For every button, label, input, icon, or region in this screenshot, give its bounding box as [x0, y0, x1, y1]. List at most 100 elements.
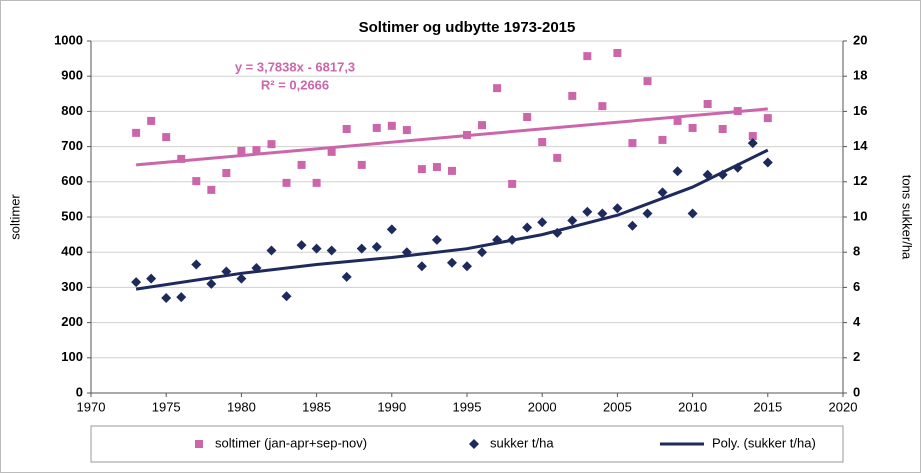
y-tick-label: 600: [61, 173, 83, 188]
point: [658, 135, 667, 144]
y2-axis-label: tons sukker/ha: [900, 175, 915, 260]
point: [252, 146, 261, 155]
point: [266, 245, 277, 256]
point: [326, 245, 337, 256]
point: [297, 160, 306, 169]
point: [296, 240, 307, 251]
x-tick-label: 2000: [528, 399, 557, 414]
point: [642, 208, 653, 219]
y2-tick-label: 0: [853, 384, 860, 399]
point: [493, 84, 502, 93]
point: [327, 147, 336, 156]
x-tick-label: 1980: [227, 399, 256, 414]
point: [673, 116, 682, 125]
y2-tick-label: 14: [853, 138, 868, 153]
point: [432, 163, 441, 172]
point: [162, 133, 171, 142]
point: [748, 132, 757, 141]
y2-tick-label: 10: [853, 208, 867, 223]
point: [537, 217, 548, 228]
point: [643, 77, 652, 86]
point: [222, 169, 231, 177]
point: [192, 177, 201, 186]
point: [478, 121, 487, 130]
x-tick-label: 2005: [603, 399, 632, 414]
y2-tick-label: 20: [853, 32, 867, 47]
point: [282, 178, 291, 187]
point: [687, 208, 698, 219]
point: [627, 220, 638, 231]
point: [657, 187, 668, 198]
y2-tick-label: 8: [853, 244, 860, 259]
y-tick-label: 500: [61, 208, 83, 223]
x-tick-label: 1985: [302, 399, 331, 414]
point: [613, 48, 622, 57]
x-tick-label: 1970: [77, 399, 106, 414]
point: [177, 154, 186, 163]
point: [416, 261, 427, 272]
point: [463, 130, 471, 139]
y2-tick-label: 2: [853, 349, 860, 364]
point: [597, 208, 608, 219]
x-tick-label: 2020: [829, 399, 858, 414]
legend-label: sukker t/ha: [490, 435, 554, 450]
point: [191, 259, 202, 270]
point: [477, 247, 488, 258]
point: [267, 140, 276, 149]
point: [582, 206, 593, 217]
point: [538, 138, 547, 147]
y-tick-label: 1000: [54, 32, 83, 47]
y2-tick-label: 12: [853, 173, 867, 188]
point: [207, 185, 216, 194]
point: [583, 52, 592, 61]
annotation: y = 3,7838x - 6817,3: [235, 59, 355, 74]
point: [718, 125, 727, 133]
point: [762, 157, 773, 168]
x-tick-label: 1995: [453, 399, 482, 414]
point: [688, 123, 697, 132]
x-tick-label: 1990: [377, 399, 406, 414]
point: [402, 126, 411, 135]
y-tick-label: 300: [61, 279, 83, 294]
annotation: R² = 0,2666: [261, 77, 329, 92]
y-tick-label: 0: [76, 384, 83, 399]
point: [462, 261, 472, 272]
point: [763, 114, 772, 123]
point: [598, 102, 607, 111]
point: [446, 257, 457, 268]
point: [146, 273, 157, 284]
y-tick-label: 800: [61, 103, 83, 118]
legend-box: [90, 425, 844, 463]
x-tick-label: 1975: [152, 399, 181, 414]
point: [131, 277, 142, 288]
point: [567, 215, 578, 226]
point: [312, 178, 321, 187]
point: [342, 125, 351, 133]
point: [237, 146, 246, 155]
chart-title: Soltimer og udbytte 1973-2015: [359, 19, 576, 36]
point: [206, 278, 217, 289]
point: [176, 292, 187, 303]
point: [431, 234, 442, 245]
point: [236, 273, 247, 284]
x-tick-label: 2015: [753, 399, 782, 414]
point: [387, 121, 396, 130]
point: [281, 291, 292, 302]
y-tick-label: 900: [61, 68, 83, 83]
y2-tick-label: 18: [853, 68, 867, 83]
x-tick-label: 2010: [678, 399, 707, 414]
point: [132, 128, 141, 137]
point: [733, 107, 742, 116]
point: [628, 139, 637, 148]
point: [161, 292, 172, 303]
y2-tick-label: 6: [853, 279, 860, 294]
trend-line: [135, 148, 769, 291]
point: [386, 224, 397, 235]
point: [147, 116, 156, 125]
y2-tick-label: 16: [853, 103, 867, 118]
y2-tick-label: 4: [853, 314, 861, 329]
y-tick-label: 200: [61, 314, 83, 329]
trend-line: [135, 107, 768, 167]
